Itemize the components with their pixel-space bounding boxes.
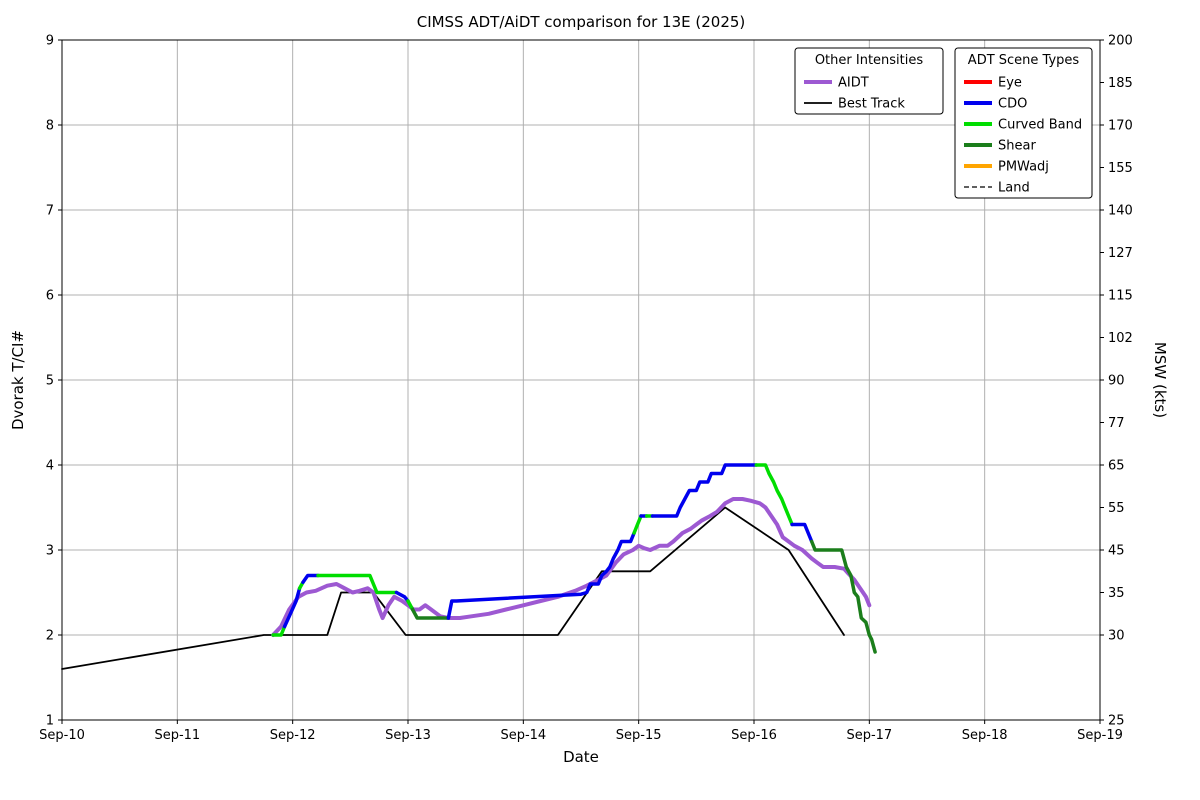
legend-item-label: Curved Band	[998, 118, 1082, 133]
y-tick-label-left: 9	[46, 34, 54, 49]
legend-item-label: Shear	[998, 139, 1036, 154]
y-tick-label-right: 35	[1108, 586, 1125, 601]
y-tick-label-left: 3	[46, 544, 54, 559]
y-tick-label-right: 45	[1108, 544, 1125, 559]
legend-item-label: Land	[998, 181, 1030, 196]
adt-segment-shear	[809, 539, 877, 654]
y-tick-label-right: 115	[1108, 289, 1133, 304]
chart-title: CIMSS ADT/AiDT comparison for 13E (2025)	[417, 13, 746, 31]
best-track-line	[61, 506, 845, 670]
y-tick-label-right: 185	[1108, 76, 1133, 91]
y-axis-label-left: Dvorak T/CI#	[9, 330, 27, 430]
y-tick-label-right: 140	[1108, 204, 1133, 219]
adt-segment-cdo	[282, 586, 302, 629]
y-tick-label-right: 200	[1108, 34, 1133, 49]
y-tick-label-right: 102	[1108, 331, 1133, 346]
y-tick-label-right: 127	[1108, 246, 1133, 261]
x-tick-label: Sep-15	[616, 728, 662, 743]
adt-segment-cdo	[650, 463, 759, 518]
y-tick-label-left: 6	[46, 289, 54, 304]
adt-segment-shear	[410, 607, 451, 620]
x-axis-label: Date	[563, 748, 599, 766]
legend-item-label: Best Track	[838, 97, 905, 112]
adt-segment-cdo	[790, 522, 814, 544]
y-tick-label-right: 90	[1108, 374, 1125, 389]
aidt-line	[271, 497, 872, 637]
adt-segment-cdo	[446, 531, 636, 620]
y-tick-label-left: 7	[46, 204, 54, 219]
y-tick-label-left: 4	[46, 459, 54, 474]
x-tick-label: Sep-12	[270, 728, 316, 743]
legend-item-label: CDO	[998, 97, 1027, 112]
x-tick-label: Sep-19	[1077, 728, 1123, 743]
legend-box	[794, 47, 944, 115]
x-tick-label: Sep-10	[39, 728, 85, 743]
plot-layer: Sep-10 Sep-11 Sep-12 Sep-13 Sep-14 Sep-15 Sep-…	[39, 34, 1133, 744]
adt-segment-curved-band	[316, 573, 399, 595]
y-tick-label-left: 1	[46, 714, 54, 729]
adt-segment-cdo	[394, 590, 410, 603]
legend-title: Other Intensities	[815, 53, 924, 68]
x-tick-label: Sep-16	[731, 728, 777, 743]
y-tick-label-right: 30	[1108, 629, 1125, 644]
adt-segment-cdo	[301, 573, 320, 585]
y-tick-label-right: 25	[1108, 714, 1125, 729]
x-tick-label: Sep-11	[154, 728, 200, 743]
y-tick-label-left: 2	[46, 629, 54, 644]
y-tick-label-right: 170	[1108, 119, 1133, 134]
y-axis-label-right: MSW (kts)	[1151, 342, 1169, 418]
x-tick-label: Sep-13	[385, 728, 431, 743]
adt-segment-curved-band	[271, 624, 287, 637]
adt-segment-curved-band	[754, 463, 794, 527]
y-tick-label-right: 77	[1108, 416, 1125, 431]
legend-item-label: AIDT	[838, 76, 869, 91]
y-tick-label-right: 65	[1108, 459, 1125, 474]
y-tick-label-right: 155	[1108, 161, 1133, 176]
x-tick-label: Sep-14	[500, 728, 546, 743]
x-tick-label: Sep-17	[846, 728, 892, 743]
adt-segment-curved-band	[632, 514, 643, 535]
y-tick-label-left: 8	[46, 119, 54, 134]
y-tick-label-left: 5	[46, 374, 54, 389]
legend-box	[954, 47, 1093, 199]
legend-item-label: PMWadj	[998, 160, 1049, 175]
x-tick-label: Sep-18	[962, 728, 1008, 743]
y-tick-label-right: 55	[1108, 501, 1125, 516]
legend-item-label: Eye	[998, 76, 1022, 91]
legend-title: ADT Scene Types	[968, 53, 1080, 68]
